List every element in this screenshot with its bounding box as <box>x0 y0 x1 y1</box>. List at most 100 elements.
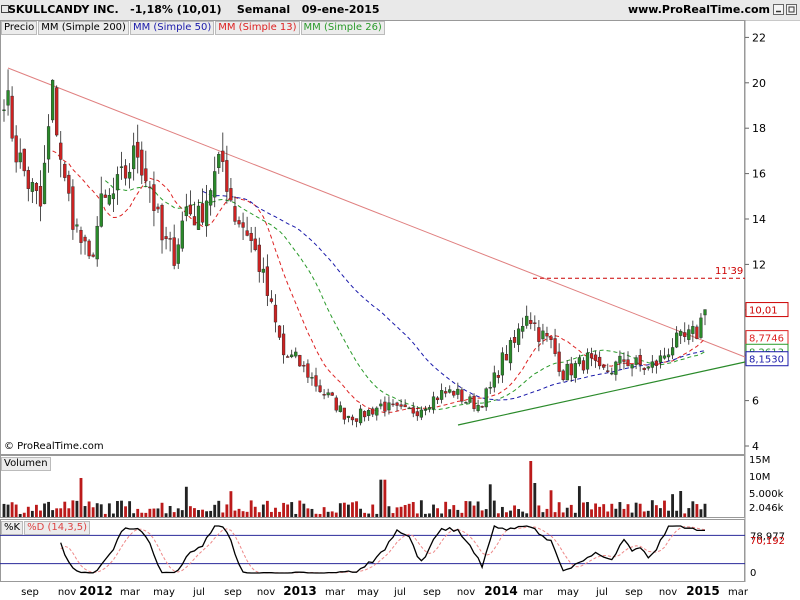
candle <box>314 367 318 392</box>
legend-price[interactable]: Precio <box>1 21 38 35</box>
candle <box>468 394 472 404</box>
legend-ma26[interactable]: MM (Simple 26) <box>300 21 385 35</box>
legend-ma50[interactable]: MM (Simple 50) <box>129 21 215 35</box>
candle <box>553 328 557 357</box>
volume-bar <box>253 506 257 517</box>
price-tick-label: 12 <box>752 258 766 271</box>
volume-tick-label: 5.000k <box>749 489 784 500</box>
candle-body <box>67 174 71 194</box>
candle <box>192 201 197 226</box>
volume-bar <box>488 484 492 517</box>
maximize-icon[interactable] <box>786 4 797 15</box>
volume-bar <box>237 508 241 517</box>
candle-body <box>265 266 269 296</box>
stoch-d-line <box>60 525 706 574</box>
stoch-k-label[interactable]: %K <box>1 521 24 535</box>
candle <box>123 159 128 186</box>
candle-body <box>589 353 594 359</box>
candle <box>140 141 144 185</box>
volume-bar <box>116 501 119 517</box>
volume-bar <box>687 508 691 517</box>
volume-tick-label: 10M <box>749 472 770 483</box>
volume-bar <box>128 501 132 517</box>
volume-bar <box>610 503 614 517</box>
volume-bar <box>407 503 411 517</box>
candle <box>691 320 695 342</box>
volume-bar <box>500 506 504 517</box>
candle-body <box>111 193 116 200</box>
candle <box>695 324 699 340</box>
volume-bar <box>10 502 14 517</box>
candle <box>111 177 116 213</box>
candle <box>91 252 95 258</box>
candle-body <box>107 195 111 205</box>
minimize-icon[interactable] <box>773 4 784 15</box>
candle-body <box>399 404 403 407</box>
candle <box>249 227 253 253</box>
candle <box>188 190 193 216</box>
candle-body <box>464 402 468 404</box>
candle <box>472 393 476 412</box>
candle-body <box>561 370 565 380</box>
candle <box>281 325 286 364</box>
time-tick-label: nov <box>257 587 275 598</box>
candle-body <box>577 357 582 365</box>
candle <box>379 399 383 410</box>
legend-ma200[interactable]: MM (Simple 200) <box>38 21 129 35</box>
candle-body <box>233 206 237 222</box>
stochastic-legend: %K %D (14,3,5) <box>1 521 91 535</box>
candle <box>184 193 188 222</box>
candle <box>354 418 359 428</box>
candle <box>42 145 47 205</box>
stoch-d-label[interactable]: %D (14,3,5) <box>24 521 91 535</box>
candle <box>614 360 618 381</box>
volume-label[interactable]: Volumen <box>1 457 51 471</box>
volume-bar <box>399 506 403 517</box>
candle <box>22 148 26 177</box>
candle <box>119 151 124 180</box>
candle <box>34 181 39 205</box>
candle-body <box>18 152 22 163</box>
candle <box>277 325 282 341</box>
volume-bar <box>201 509 204 517</box>
legend-ma13[interactable]: MM (Simple 13) <box>215 21 300 35</box>
candle <box>642 367 646 375</box>
candle <box>257 237 261 283</box>
volume-bar <box>436 508 439 517</box>
volume-bar <box>59 508 63 517</box>
volume-bar <box>233 510 237 517</box>
volume-bar <box>618 502 622 517</box>
volume-bar <box>249 500 253 517</box>
volume-bars <box>2 461 707 517</box>
candle <box>573 360 577 383</box>
support-trendline <box>457 361 746 426</box>
candle <box>176 238 180 269</box>
volume-bar <box>521 511 525 517</box>
candle-body <box>703 309 707 316</box>
candle-body <box>115 174 120 191</box>
candle-body <box>375 407 379 416</box>
volume-bar <box>274 507 277 517</box>
time-tick-label: jul <box>393 587 406 598</box>
candle <box>679 329 683 345</box>
candle <box>504 345 509 361</box>
candle <box>115 166 120 205</box>
time-tick-label: nov <box>659 587 677 598</box>
volume-bar <box>646 510 650 517</box>
volume-bar <box>306 508 310 517</box>
candle-body <box>358 408 363 424</box>
candle-body <box>504 353 509 361</box>
time-tick-label: 2015 <box>686 584 719 598</box>
volume-bar <box>537 505 541 517</box>
volume-bar <box>654 505 658 517</box>
candle <box>460 387 464 404</box>
candle-body <box>127 171 132 179</box>
candle <box>318 379 322 393</box>
time-tick-label: 2013 <box>283 584 316 598</box>
volume-bar <box>594 503 598 517</box>
volume-bar <box>140 512 144 517</box>
candle-body <box>371 408 375 415</box>
candle-body <box>415 411 419 417</box>
volume-bar <box>513 505 516 517</box>
